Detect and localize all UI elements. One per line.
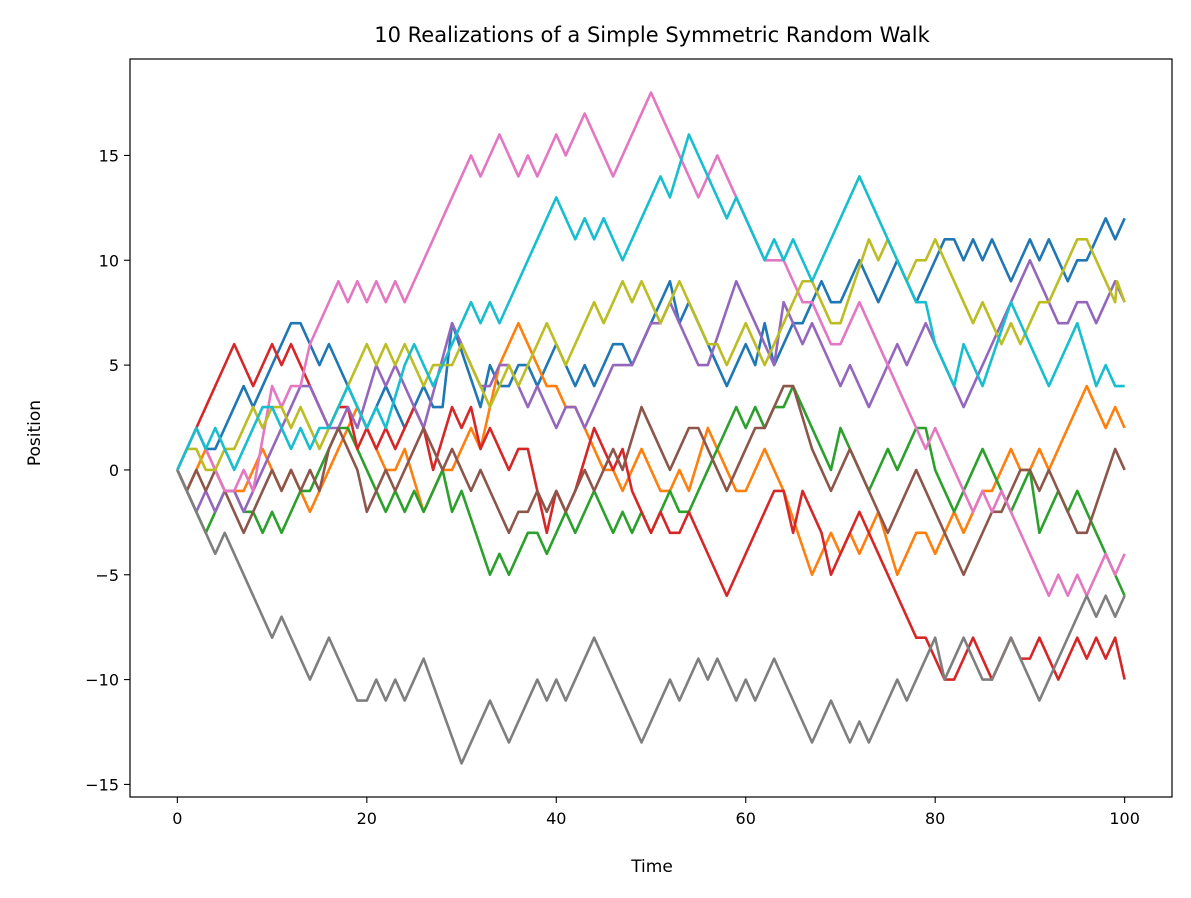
y-tick-label: 0: [109, 461, 119, 480]
x-tick-label: 80: [925, 809, 945, 828]
y-axis: −15 −10 −5 0 5 10 15: [85, 146, 130, 794]
y-axis-label: Position: [25, 400, 45, 466]
y-tick-label: 5: [109, 356, 119, 375]
y-tick-label: −15: [85, 775, 119, 794]
y-tick-label: −10: [85, 671, 119, 690]
series-line-6: [176, 384, 1126, 577]
y-tick-label: 15: [99, 146, 119, 165]
series-line-5: [176, 258, 1126, 514]
series-line-9: [176, 238, 1126, 472]
x-tick-label: 100: [1109, 809, 1140, 828]
x-tick-label: 20: [357, 809, 377, 828]
series-line-10: [176, 133, 1125, 472]
x-tick-label: 40: [546, 809, 566, 828]
y-tick-label: −5: [95, 566, 119, 585]
chart-title: 10 Realizations of a Simple Symmetric Ra…: [374, 23, 930, 47]
x-tick-label: 60: [736, 809, 756, 828]
series-line-7: [176, 91, 1126, 598]
plot-frame: [129, 58, 1173, 798]
x-axis-label: Time: [630, 857, 673, 877]
x-axis: 0 20 40 60 80 100: [172, 797, 1140, 828]
series-line-8: [176, 469, 1126, 765]
series-layer: [176, 91, 1126, 765]
y-tick-label: 10: [99, 251, 119, 270]
x-tick-label: 0: [172, 809, 182, 828]
